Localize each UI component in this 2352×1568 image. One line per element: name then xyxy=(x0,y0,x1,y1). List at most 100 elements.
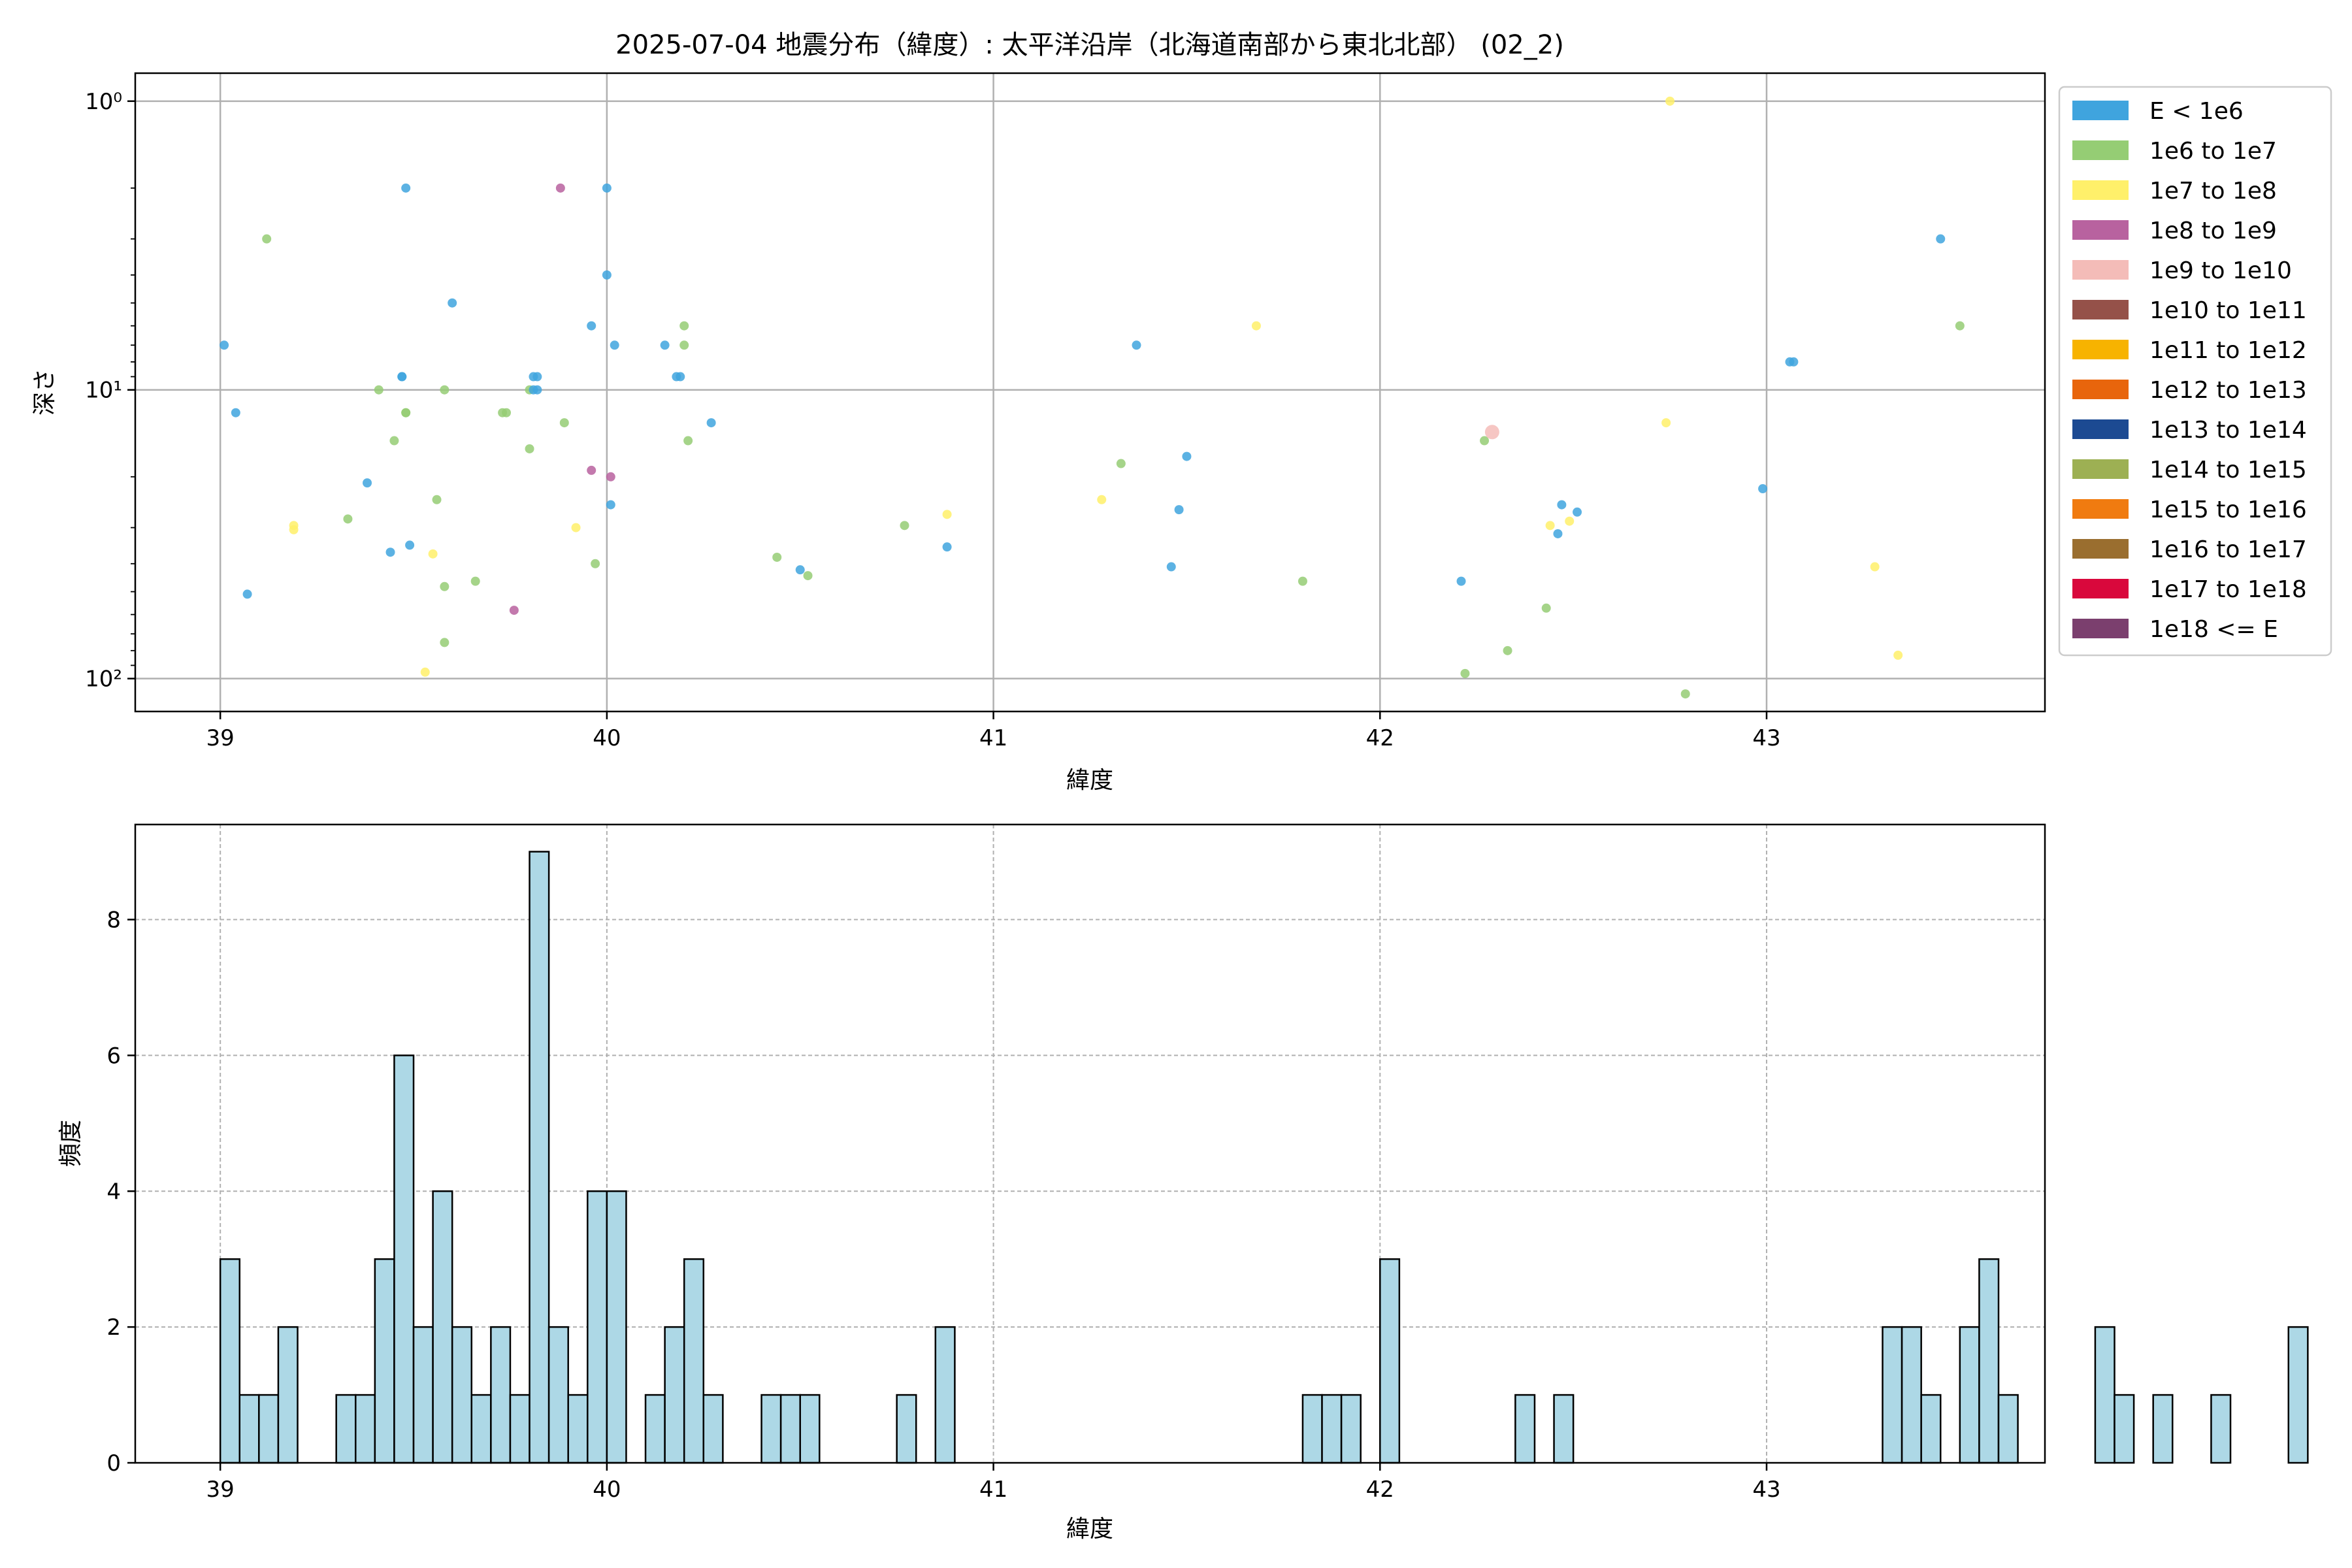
legend-swatch xyxy=(2072,260,2129,280)
scatter-point xyxy=(1484,425,1499,440)
histogram-xlabel: 緯度 xyxy=(1066,1516,1113,1543)
scatter-point xyxy=(1893,650,1903,660)
histogram-bars xyxy=(219,851,2309,1464)
histogram-bar xyxy=(2152,1394,2174,1464)
scatter-point xyxy=(1503,645,1512,655)
legend-label: 1e16 to 1e17 xyxy=(2149,536,2307,563)
scatter-xtick-label: 39 xyxy=(206,725,235,751)
scatter-point xyxy=(803,571,813,581)
histogram-bar xyxy=(2210,1394,2232,1464)
histogram-bar xyxy=(1959,1326,1980,1464)
scatter-point xyxy=(385,547,395,557)
scatter-points xyxy=(220,96,1965,699)
histogram-ytick-label: 2 xyxy=(106,1315,121,1341)
scatter-point xyxy=(559,418,569,428)
scatter-point xyxy=(1545,521,1555,531)
scatter-point xyxy=(1456,576,1466,586)
scatter-point xyxy=(942,510,952,519)
histogram-bar xyxy=(238,1394,260,1464)
histogram-bar xyxy=(664,1326,685,1464)
legend-swatch xyxy=(2072,220,2129,240)
scatter-point xyxy=(1480,436,1490,446)
scatter-point xyxy=(1680,689,1690,699)
scatter-point xyxy=(1166,562,1176,572)
histogram-bar xyxy=(2114,1394,2135,1464)
scatter-point xyxy=(591,559,600,568)
scatter-point xyxy=(1553,529,1563,538)
scatter-point xyxy=(706,418,716,428)
scatter-point xyxy=(242,589,252,599)
legend-swatch xyxy=(2072,579,2129,598)
scatter-point xyxy=(509,606,519,615)
scatter-point xyxy=(679,340,689,350)
histogram-ytick-label: 0 xyxy=(106,1450,121,1477)
histogram-bar xyxy=(1514,1394,1536,1464)
histogram-axes-frame xyxy=(134,823,2046,1464)
scatter-xlabel: 緯度 xyxy=(1066,767,1113,794)
scatter-grid xyxy=(135,73,2045,711)
legend-label: 1e14 to 1e15 xyxy=(2149,457,2307,483)
legend-swatch xyxy=(2072,459,2129,479)
histogram-bar xyxy=(470,1394,492,1464)
histogram-bar xyxy=(606,1190,627,1464)
scatter-point xyxy=(900,521,909,531)
legend-label: 1e6 to 1e7 xyxy=(2149,138,2277,165)
histogram-bar xyxy=(490,1326,512,1464)
scatter-xtick-label: 43 xyxy=(1752,725,1780,751)
scatter-point xyxy=(220,340,229,350)
scatter-point xyxy=(428,549,438,559)
histogram-bar xyxy=(1901,1326,1922,1464)
scatter-point xyxy=(555,183,565,193)
scatter-point xyxy=(532,372,542,382)
scatter-point xyxy=(401,408,411,417)
histogram-bar xyxy=(1920,1394,1942,1464)
scatter-xtick-label: 40 xyxy=(593,725,621,751)
histogram-ytick-label: 6 xyxy=(106,1043,121,1069)
histogram-xtick-label: 41 xyxy=(979,1477,1007,1503)
scatter-point xyxy=(389,436,399,446)
scatter-point xyxy=(1298,576,1307,586)
legend: E < 1e6 1e6 to 1e7 1e7 to 1e8 1e8 to 1e9 1e9… xyxy=(2058,86,2332,657)
scatter-axes-frame xyxy=(134,72,2046,713)
scatter-point xyxy=(440,638,449,647)
legend-swatch xyxy=(2072,340,2129,359)
legend-label: 1e7 to 1e8 xyxy=(2149,178,2277,204)
scatter-point xyxy=(606,472,615,482)
histogram-bar xyxy=(1321,1394,1343,1464)
histogram-bar xyxy=(1978,1258,2000,1464)
scatter-point xyxy=(676,372,685,382)
scatter-point xyxy=(231,408,240,417)
scatter-point xyxy=(405,540,415,550)
histogram-xtick-label: 40 xyxy=(593,1477,621,1503)
histogram-bar xyxy=(1379,1258,1401,1464)
legend-label: 1e13 to 1e14 xyxy=(2149,417,2307,444)
scatter-point xyxy=(1097,495,1107,504)
scatter-point xyxy=(1665,96,1675,106)
histogram-bar xyxy=(934,1326,956,1464)
scatter-point xyxy=(1541,603,1551,613)
scatter-xtick-label: 41 xyxy=(979,725,1007,751)
scatter-point xyxy=(571,523,581,532)
scatter-point xyxy=(440,385,449,395)
histogram-bar xyxy=(393,1054,415,1464)
scatter-point xyxy=(440,581,449,591)
scatter-point xyxy=(525,444,534,453)
scatter-point xyxy=(420,667,430,677)
scatter-point xyxy=(470,576,480,586)
histogram-bar xyxy=(702,1394,724,1464)
scatter-point xyxy=(363,478,372,488)
scatter-point xyxy=(1174,505,1184,515)
legend-swatch xyxy=(2072,180,2129,200)
legend-swatch xyxy=(2072,419,2129,439)
legend-label: E < 1e6 xyxy=(2149,98,2244,125)
legend-label: 1e9 to 1e10 xyxy=(2149,257,2292,284)
scatter-point xyxy=(660,340,670,350)
histogram-bar xyxy=(529,851,550,1464)
scatter-point xyxy=(610,340,619,350)
scatter-point xyxy=(401,183,411,193)
histogram-bar xyxy=(1340,1394,1362,1464)
scatter-point xyxy=(602,270,612,280)
histogram-bar xyxy=(587,1190,608,1464)
legend-label: 1e18 <= E xyxy=(2149,616,2278,643)
scatter-point xyxy=(1251,321,1261,331)
